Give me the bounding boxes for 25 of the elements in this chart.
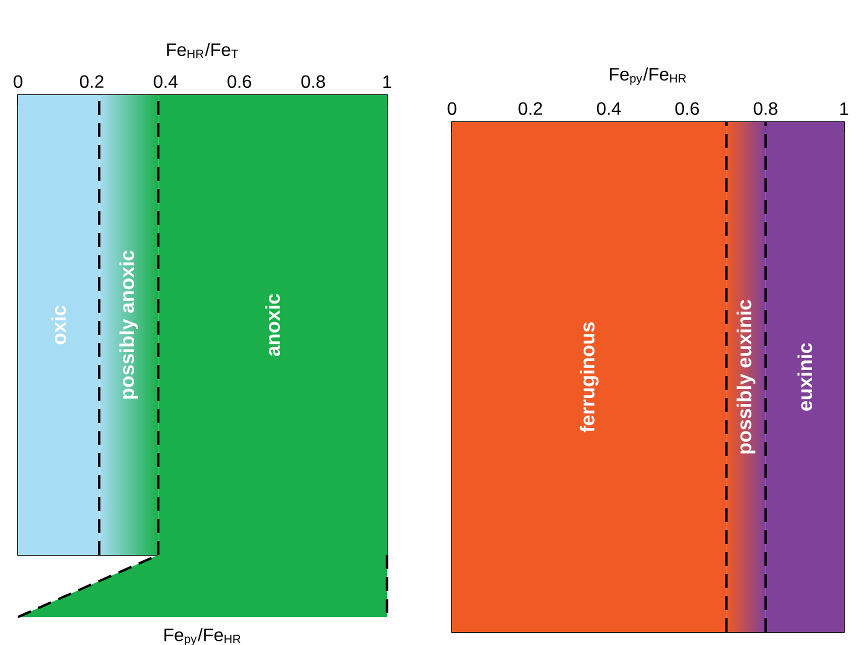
series-label: ferruginous [580,322,599,432]
x-tick-label: 1 [840,102,848,115]
x-tick-label: 0 [448,102,456,115]
bar [766,122,844,632]
x-tick-label: 0.6 [675,102,699,115]
x-tick-label: 0 [14,75,22,88]
series-label: oxic [51,306,66,344]
bar [726,122,766,632]
x-tick-label: 0.4 [596,102,621,115]
x-tick-label: 0.4 [154,75,178,88]
series-label: euxinic [797,343,812,411]
series-label: possibly anoxic [119,250,138,399]
x-axis-title: Fe$_{HR}$/Fe$_{T}$ [167,42,238,58]
x-tick-label: 0.8 [301,75,325,88]
x-tick-label: 0.2 [80,75,104,88]
bar [452,122,726,632]
x-axis-title: Fe$_{py}$/Fe$_{HR}$ [610,67,686,85]
bar [18,95,100,556]
series-label: anoxic [265,294,280,356]
x-tick-label: 0.8 [754,102,778,115]
x-tick-label: 0.2 [518,102,542,115]
x-tick-label: 0.6 [228,75,252,88]
series-label: possibly euxinic [736,300,756,454]
bar [99,95,158,556]
x-tick-label: 1 [383,76,392,88]
